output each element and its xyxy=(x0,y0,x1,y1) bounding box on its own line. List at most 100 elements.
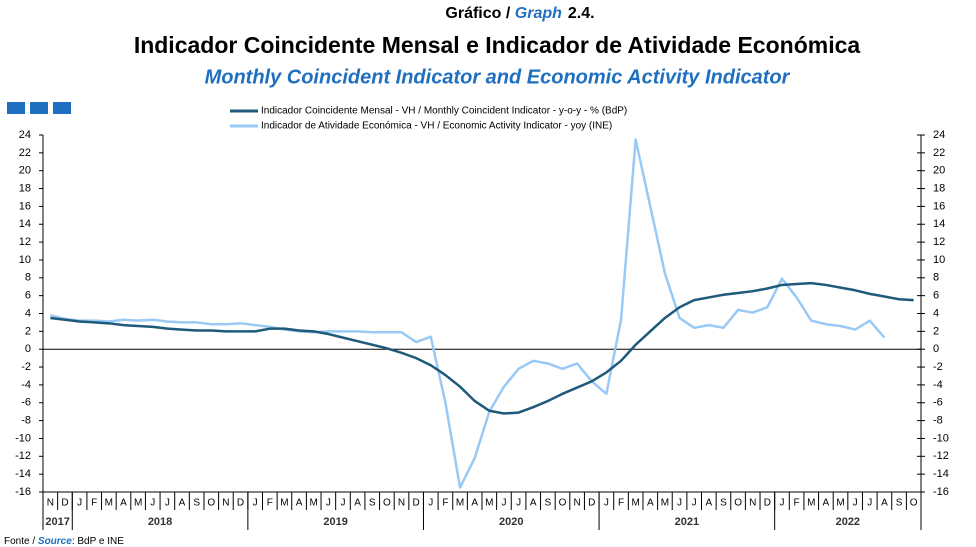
x-tick-label: O xyxy=(559,498,567,509)
x-tick-label: N xyxy=(749,498,756,509)
x-tick-label: J xyxy=(165,498,170,509)
x-tick-label: M xyxy=(105,498,113,509)
x-tick-label: J xyxy=(340,498,345,509)
x-tick-label: O xyxy=(734,498,742,509)
x-tick-label: M xyxy=(485,498,493,509)
x-tick-label: S xyxy=(545,498,552,509)
x-tick-label: J xyxy=(501,498,506,509)
y2-tick-label: -10 xyxy=(933,432,949,444)
x-tick-label: D xyxy=(413,498,420,509)
y-tick-label: 16 xyxy=(19,200,31,212)
y-tick-label: -4 xyxy=(21,379,31,391)
heading-prefix: Gráfico / xyxy=(445,5,514,22)
x-tick-label: S xyxy=(720,498,727,509)
x-tick-label: A xyxy=(120,498,127,509)
y-tick-label: 6 xyxy=(25,290,31,302)
legend-label: Indicador Coincidente Mensal - VH / Mont… xyxy=(261,106,627,117)
y-tick-label: -6 xyxy=(21,397,31,409)
x-tick-label: D xyxy=(764,498,771,509)
x-tick-label: A xyxy=(647,498,654,509)
x-tick-label: M xyxy=(807,498,815,509)
y-tick-label: 10 xyxy=(19,254,31,266)
x-tick-label: A xyxy=(179,498,186,509)
y-tick-label: -8 xyxy=(21,415,31,427)
y2-tick-label: 10 xyxy=(933,254,945,266)
x-tick-label: S xyxy=(896,498,903,509)
x-tick-label: A xyxy=(296,498,303,509)
y-tick-label: -2 xyxy=(21,361,31,373)
y-tick-label: 14 xyxy=(19,218,31,230)
y-tick-label: 12 xyxy=(19,236,31,248)
x-tick-label: J xyxy=(604,498,609,509)
y2-tick-label: -14 xyxy=(933,468,949,480)
y-tick-label: 18 xyxy=(19,182,31,194)
y2-tick-label: 18 xyxy=(933,182,945,194)
x-tick-label: J xyxy=(692,498,697,509)
year-label: 2018 xyxy=(148,516,172,528)
x-tick-label: A xyxy=(823,498,830,509)
y2-tick-label: -16 xyxy=(933,486,949,498)
x-tick-label: O xyxy=(910,498,918,509)
y2-tick-label: 22 xyxy=(933,147,945,159)
x-tick-label: M xyxy=(280,498,288,509)
x-tick-label: S xyxy=(193,498,200,509)
y2-tick-label: 6 xyxy=(933,290,939,302)
x-tick-label: M xyxy=(631,498,639,509)
x-tick-label: N xyxy=(398,498,405,509)
y2-tick-label: 2 xyxy=(933,325,939,337)
x-tick-label: J xyxy=(77,498,82,509)
x-tick-label: D xyxy=(588,498,595,509)
x-tick-label: D xyxy=(237,498,244,509)
x-tick-label: A xyxy=(530,498,537,509)
chart-subtitle: Monthly Coincident Indicator and Economi… xyxy=(205,66,791,88)
y-tick-label: -16 xyxy=(15,486,31,498)
y-tick-label: 24 xyxy=(19,129,31,141)
y-tick-label: 22 xyxy=(19,147,31,159)
x-tick-label: A xyxy=(354,498,361,509)
y-tick-label: 4 xyxy=(25,307,31,319)
x-tick-label: O xyxy=(383,498,391,509)
heading-graph: Graph xyxy=(515,5,562,22)
chart-title: Indicador Coincidente Mensal e Indicador… xyxy=(134,32,861,58)
x-tick-label: J xyxy=(516,498,521,509)
x-tick-label: J xyxy=(677,498,682,509)
y-tick-label: 20 xyxy=(19,165,31,177)
x-tick-label: J xyxy=(779,498,784,509)
x-tick-label: N xyxy=(222,498,229,509)
x-tick-label: F xyxy=(442,498,448,509)
source-label: Fonte / xyxy=(4,536,38,547)
x-tick-label: M xyxy=(456,498,464,509)
x-tick-label: O xyxy=(207,498,215,509)
source: Fonte / Source: BdP e INE xyxy=(4,536,124,547)
x-tick-label: A xyxy=(881,498,888,509)
y2-tick-label: -8 xyxy=(933,415,943,427)
x-tick-label: J xyxy=(253,498,258,509)
y-tick-label: 8 xyxy=(25,272,31,284)
y-tick-label: -14 xyxy=(15,468,31,480)
x-tick-label: F xyxy=(794,498,800,509)
y2-tick-label: 8 xyxy=(933,272,939,284)
x-tick-label: M xyxy=(310,498,318,509)
logo-block xyxy=(30,102,48,114)
series-line xyxy=(50,138,886,489)
y2-tick-label: 14 xyxy=(933,218,945,230)
y2-tick-label: 24 xyxy=(933,129,945,141)
year-label: 2022 xyxy=(836,516,860,528)
x-tick-label: J xyxy=(326,498,331,509)
x-tick-label: N xyxy=(573,498,580,509)
y2-tick-label: -6 xyxy=(933,397,943,409)
y2-tick-label: 0 xyxy=(933,343,939,355)
heading-number: 2.4. xyxy=(568,5,595,22)
x-tick-label: M xyxy=(134,498,142,509)
x-tick-label: S xyxy=(369,498,376,509)
y2-tick-label: -2 xyxy=(933,361,943,373)
x-tick-label: J xyxy=(867,498,872,509)
year-label: 2019 xyxy=(323,516,347,528)
logo-block xyxy=(7,102,25,114)
x-tick-label: M xyxy=(836,498,844,509)
x-tick-label: M xyxy=(661,498,669,509)
series-line xyxy=(50,281,914,415)
x-tick-label: J xyxy=(150,498,155,509)
y-tick-label: 2 xyxy=(25,325,31,337)
